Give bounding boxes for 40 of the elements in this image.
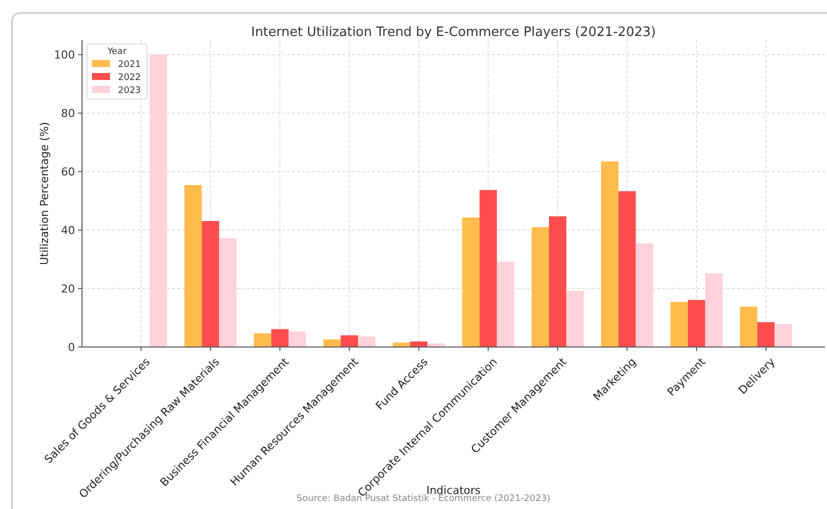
chart-title: Internet Utilization Trend by E-Commerce Players (2021-2023) bbox=[251, 25, 656, 40]
bar bbox=[688, 300, 706, 347]
bar bbox=[271, 329, 289, 347]
bar bbox=[757, 322, 775, 347]
y-axis-title: Utilization Percentage (%) bbox=[38, 122, 51, 266]
bar bbox=[410, 341, 428, 347]
bar bbox=[532, 227, 549, 347]
bar bbox=[705, 273, 723, 347]
bar bbox=[358, 336, 376, 347]
bar bbox=[150, 54, 168, 347]
bar bbox=[618, 191, 636, 347]
source-note: Source: Badan Pusat Statistik - Ecommerce (2021-2023) bbox=[296, 494, 550, 504]
bar bbox=[288, 332, 306, 347]
bar bbox=[323, 339, 341, 347]
bar bbox=[670, 302, 688, 347]
legend-label: 2021 bbox=[118, 60, 141, 70]
bar bbox=[254, 333, 272, 347]
bar bbox=[480, 190, 497, 347]
legend-label: 2023 bbox=[118, 86, 141, 96]
bar bbox=[740, 306, 758, 347]
bar bbox=[340, 335, 358, 347]
y-tick-label: 60 bbox=[61, 165, 75, 178]
y-tick-label: 80 bbox=[61, 106, 75, 120]
y-tick-label: 40 bbox=[61, 224, 75, 237]
legend-title: Year bbox=[106, 47, 127, 57]
bar bbox=[219, 238, 237, 347]
bar bbox=[202, 220, 220, 347]
bar bbox=[636, 243, 654, 347]
bar bbox=[496, 262, 514, 347]
bar bbox=[566, 290, 584, 347]
y-tick-label: 20 bbox=[61, 282, 75, 296]
bar bbox=[392, 342, 410, 347]
bar bbox=[548, 216, 566, 347]
bar bbox=[774, 324, 792, 347]
y-tick-label: 0 bbox=[68, 340, 75, 354]
legend-label: 2022 bbox=[118, 73, 141, 83]
y-tick-label: 100 bbox=[54, 48, 75, 62]
bar bbox=[601, 161, 618, 347]
bar bbox=[184, 185, 202, 347]
bar bbox=[462, 217, 480, 347]
